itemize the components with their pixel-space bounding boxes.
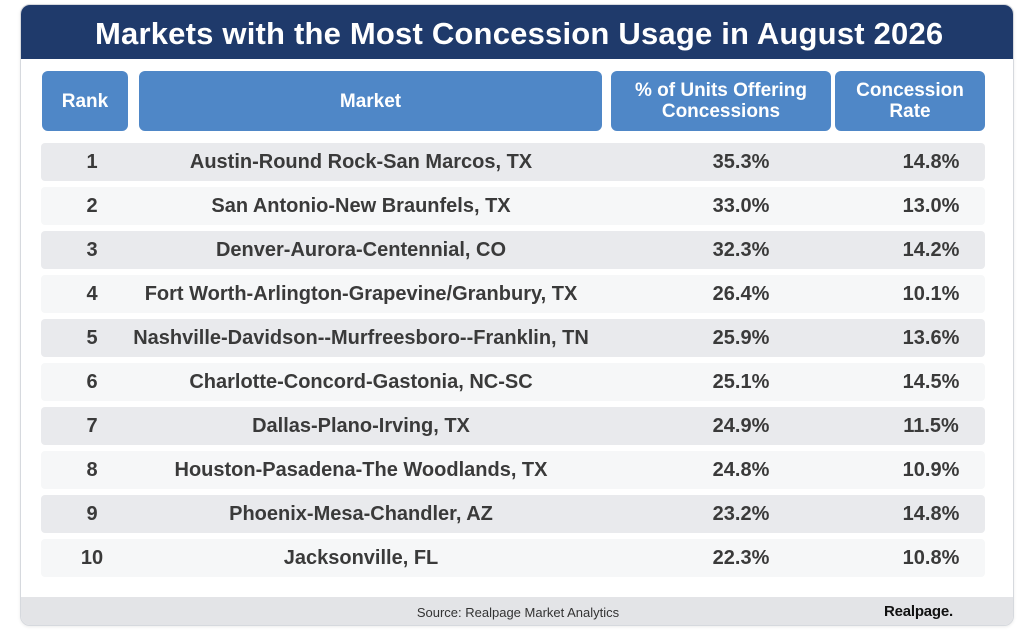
concession-rate-cell: 14.2%: [902, 238, 960, 261]
concession-rate-cell: 10.8%: [902, 546, 960, 569]
table-row: 10 Jacksonville, FL 22.3% 10.8%: [41, 539, 985, 577]
rank-cell: 6: [86, 370, 98, 393]
market-cell: Nashville-Davidson--Murfreesboro--Frankl…: [133, 326, 589, 349]
footer: Source: Realpage Market Analytics Realpa…: [21, 597, 1013, 625]
concession-rate-cell: 13.6%: [902, 326, 960, 349]
header-market-label: Market: [339, 90, 402, 112]
title-bar: Markets with the Most Concession Usage i…: [21, 5, 1013, 59]
header-concession-rate: Concession Rate: [835, 71, 985, 131]
pct-units-cell: 26.4%: [712, 282, 770, 305]
rank-cell: 8: [86, 458, 98, 481]
header-pct-units: % of Units Offering Concessions: [611, 71, 831, 131]
rank-cell: 2: [86, 194, 98, 217]
table-row: 5 Nashville-Davidson--Murfreesboro--Frank…: [41, 319, 985, 357]
market-cell: Jacksonville, FL: [283, 546, 439, 569]
table-card: Markets with the Most Concession Usage i…: [20, 4, 1014, 626]
header-rank: Rank: [42, 71, 128, 131]
pct-units-cell: 22.3%: [712, 546, 770, 569]
market-cell: Dallas-Plano-Irving, TX: [252, 414, 470, 437]
pct-units-cell: 25.1%: [712, 370, 770, 393]
concession-rate-cell: 10.1%: [902, 282, 960, 305]
market-cell: Houston-Pasadena-The Woodlands, TX: [174, 458, 548, 481]
concession-rate-cell: 10.9%: [902, 458, 960, 481]
concession-rate-cell: 14.8%: [902, 502, 960, 525]
pct-units-cell: 23.2%: [712, 502, 770, 525]
table-row: 7 Dallas-Plano-Irving, TX 24.9% 11.5%: [41, 407, 985, 445]
pct-units-cell: 24.8%: [712, 458, 770, 481]
page-title: Markets with the Most Concession Usage i…: [95, 16, 944, 51]
pct-units-cell: 24.9%: [712, 414, 770, 437]
header-pct-units-line1: % of Units Offering: [634, 80, 808, 101]
rank-cell: 3: [86, 238, 98, 261]
brand-logo: Realpage.: [883, 603, 953, 620]
concession-rate-cell: 11.5%: [903, 414, 959, 437]
pct-units-cell: 35.3%: [712, 150, 770, 173]
concession-rate-cell: 14.8%: [902, 150, 960, 173]
header-concession-rate-line2: Rate: [889, 101, 931, 122]
market-cell: Denver-Aurora-Centennial, CO: [215, 238, 507, 261]
market-cell: Austin-Round Rock-San Marcos, TX: [189, 150, 533, 173]
concession-rate-cell: 14.5%: [902, 370, 960, 393]
header-rank-label: Rank: [61, 90, 109, 112]
concession-rate-cell: 13.0%: [902, 194, 960, 217]
table-row: 2 San Antonio-New Braunfels, TX 33.0% 13.0%: [41, 187, 985, 225]
table-row: 6 Charlotte-Concord-Gastonia, NC-SC 25.1% 1…: [41, 363, 985, 401]
table-row: 9 Phoenix-Mesa-Chandler, AZ 23.2% 14.8%: [41, 495, 985, 533]
header-pct-units-line2: Concessions: [661, 101, 781, 122]
header-concession-rate-line1: Concession: [856, 80, 964, 101]
rank-cell: 4: [86, 282, 98, 305]
rank-cell: 10: [80, 546, 104, 569]
rank-cell: 7: [86, 414, 98, 437]
table-row: 1 Austin-Round Rock-San Marcos, TX 35.3% 14…: [41, 143, 985, 181]
source-note: Source: Realpage Market Analytics: [416, 605, 620, 620]
table-row: 8 Houston-Pasadena-The Woodlands, TX 24.8%…: [41, 451, 985, 489]
market-cell: San Antonio-New Braunfels, TX: [211, 194, 511, 217]
header-market: Market: [139, 71, 602, 131]
table-row: 3 Denver-Aurora-Centennial, CO 32.3% 14.2%: [41, 231, 985, 269]
pct-units-cell: 33.0%: [712, 194, 770, 217]
market-cell: Phoenix-Mesa-Chandler, AZ: [229, 502, 493, 525]
market-cell: Charlotte-Concord-Gastonia, NC-SC: [189, 370, 533, 393]
table-row: 4 Fort Worth-Arlington-Grapevine/Granbury…: [41, 275, 985, 313]
rank-cell: 9: [86, 502, 98, 525]
rank-cell: 1: [86, 150, 98, 173]
market-cell: Fort Worth-Arlington-Grapevine/Granbury,…: [144, 282, 578, 305]
pct-units-cell: 32.3%: [712, 238, 770, 261]
rank-cell: 5: [86, 326, 98, 349]
pct-units-cell: 25.9%: [712, 326, 770, 349]
